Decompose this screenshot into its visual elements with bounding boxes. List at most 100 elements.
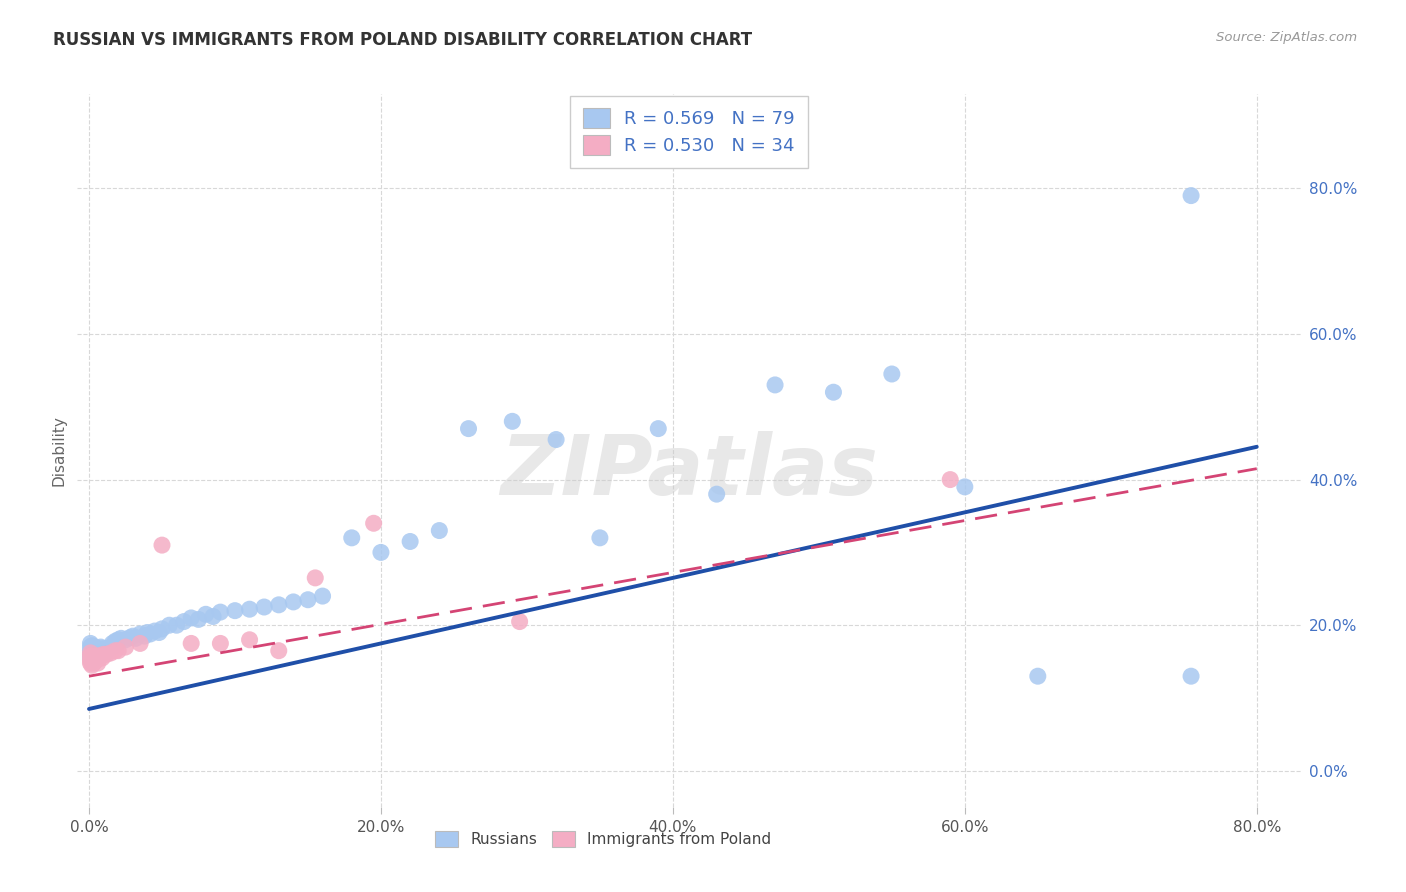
Point — [173, 615, 195, 629]
Point — [311, 589, 333, 603]
Point — [340, 531, 363, 545]
Point — [87, 651, 110, 665]
Point — [297, 592, 319, 607]
Point — [121, 629, 143, 643]
Point — [194, 607, 217, 622]
Point — [79, 643, 101, 657]
Point — [239, 632, 262, 647]
Point — [90, 648, 112, 663]
Point — [87, 648, 110, 662]
Point — [304, 571, 326, 585]
Point — [94, 645, 117, 659]
Point — [91, 643, 114, 657]
Point — [84, 643, 107, 657]
Point — [880, 367, 903, 381]
Text: Source: ZipAtlas.com: Source: ZipAtlas.com — [1216, 31, 1357, 45]
Point — [1180, 188, 1202, 202]
Point — [103, 639, 125, 653]
Point — [79, 648, 101, 663]
Point — [82, 656, 104, 670]
Point — [93, 648, 115, 662]
Point — [253, 600, 276, 615]
Point — [104, 643, 127, 657]
Point — [87, 656, 110, 670]
Point — [80, 655, 103, 669]
Point — [82, 640, 104, 654]
Point — [104, 634, 127, 648]
Point — [939, 473, 962, 487]
Point — [134, 629, 156, 643]
Point — [80, 639, 103, 653]
Point — [157, 618, 180, 632]
Point — [79, 653, 101, 667]
Point — [125, 632, 148, 646]
Point — [953, 480, 976, 494]
Point — [89, 651, 111, 665]
Point — [107, 643, 129, 657]
Point — [82, 651, 104, 665]
Point — [129, 636, 152, 650]
Y-axis label: Disability: Disability — [52, 415, 67, 486]
Point — [87, 641, 110, 656]
Legend: Russians, Immigrants from Poland: Russians, Immigrants from Poland — [429, 825, 778, 853]
Point — [457, 422, 479, 436]
Point — [399, 534, 422, 549]
Point — [187, 612, 209, 626]
Text: RUSSIAN VS IMMIGRANTS FROM POLAND DISABILITY CORRELATION CHART: RUSSIAN VS IMMIGRANTS FROM POLAND DISABI… — [53, 31, 752, 49]
Point — [209, 636, 232, 650]
Point — [82, 645, 104, 659]
Point — [100, 640, 122, 654]
Point — [80, 648, 103, 663]
Point — [83, 640, 105, 654]
Point — [427, 524, 450, 538]
Point — [148, 625, 170, 640]
Point — [84, 653, 107, 667]
Point — [101, 636, 124, 650]
Point — [267, 598, 290, 612]
Point — [83, 646, 105, 660]
Point — [97, 641, 120, 656]
Point — [139, 627, 162, 641]
Point — [202, 609, 225, 624]
Point — [150, 622, 173, 636]
Point — [114, 640, 136, 654]
Point — [509, 615, 531, 629]
Point — [84, 648, 107, 663]
Point — [93, 648, 115, 662]
Point — [180, 636, 202, 650]
Point — [239, 602, 262, 616]
Point — [209, 605, 232, 619]
Point — [180, 611, 202, 625]
Point — [546, 433, 568, 447]
Point — [91, 651, 114, 665]
Point — [107, 632, 129, 647]
Point — [105, 636, 128, 650]
Point — [136, 625, 159, 640]
Point — [84, 648, 107, 663]
Point — [83, 651, 105, 665]
Point — [706, 487, 728, 501]
Point — [224, 604, 246, 618]
Point — [501, 414, 523, 428]
Point — [267, 643, 290, 657]
Point — [80, 648, 103, 663]
Point — [150, 538, 173, 552]
Point — [96, 643, 118, 657]
Point — [82, 651, 104, 665]
Point — [79, 648, 101, 662]
Point — [80, 643, 103, 657]
Point — [80, 658, 103, 673]
Point — [79, 656, 101, 670]
Point — [647, 422, 669, 436]
Point — [93, 641, 115, 656]
Point — [283, 595, 305, 609]
Point — [763, 378, 786, 392]
Point — [110, 632, 132, 646]
Point — [79, 646, 101, 660]
Point — [1180, 669, 1202, 683]
Point — [823, 385, 845, 400]
Point — [79, 651, 101, 665]
Point — [79, 640, 101, 654]
Point — [79, 636, 101, 650]
Point — [129, 627, 152, 641]
